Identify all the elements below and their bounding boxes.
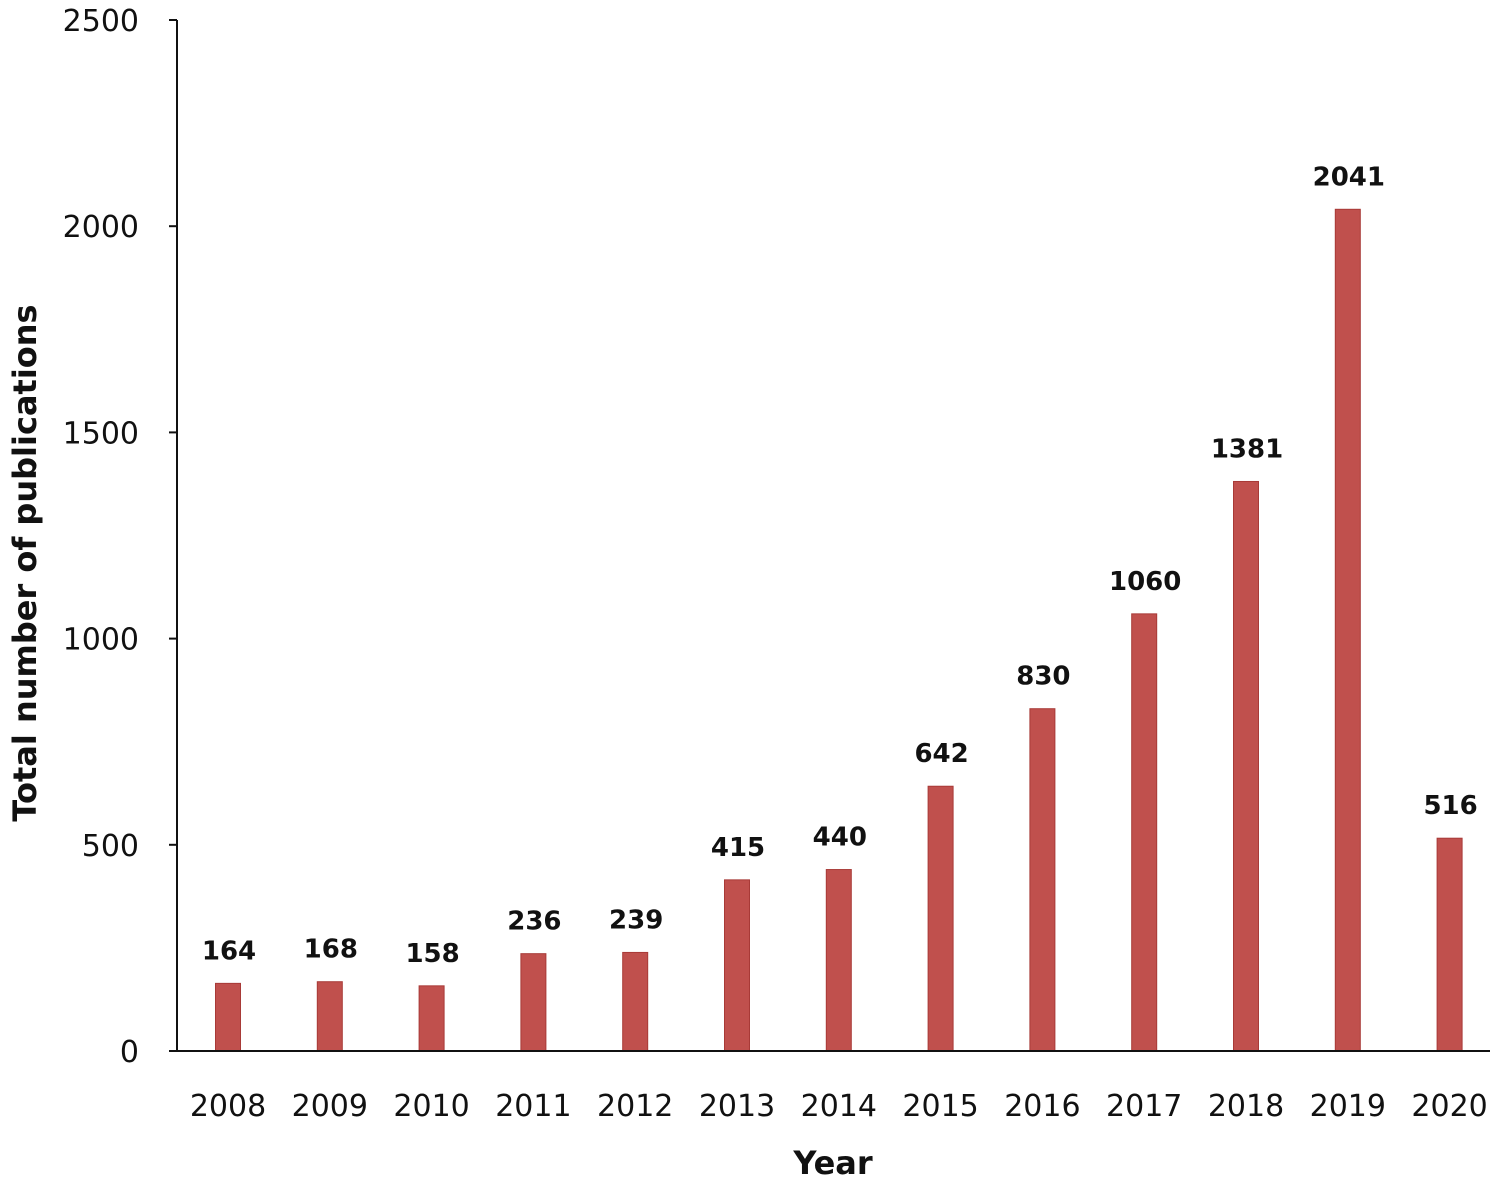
y-tick-label: 1000 (63, 623, 139, 658)
x-tick-label-2011: 2011 (495, 1089, 571, 1124)
data-label-2010: 158 (405, 939, 459, 969)
bar-2010 (418, 985, 445, 1052)
data-label-2019: 2041 (1313, 162, 1385, 192)
bar-2020 (1436, 837, 1463, 1052)
data-label-2012: 239 (609, 905, 663, 935)
y-tick-label: 0 (120, 1035, 139, 1070)
bars (215, 208, 1463, 1052)
data-label-2016: 830 (1016, 662, 1070, 692)
data-label-2009: 168 (304, 935, 358, 965)
bar-2014 (825, 869, 852, 1052)
bar-2013 (724, 879, 750, 1052)
bar-2011 (520, 953, 547, 1052)
x-tick-label-2019: 2019 (1310, 1089, 1386, 1124)
bar-2018 (1233, 480, 1259, 1052)
x-tick-label-2009: 2009 (292, 1089, 368, 1124)
y-axis-ticks: 0 500 1000 1500 2000 2500 (63, 4, 177, 1070)
bar-2012 (622, 951, 649, 1052)
bar-2008 (215, 982, 241, 1052)
y-axis-title: Total number of publications (6, 304, 44, 821)
x-tick-label-2018: 2018 (1208, 1089, 1284, 1124)
x-tick-label-2017: 2017 (1106, 1089, 1182, 1124)
x-tick-label-2008: 2008 (190, 1089, 266, 1124)
x-tick-label-2010: 2010 (393, 1089, 469, 1124)
data-label-2011: 236 (507, 907, 561, 937)
data-label-2017: 1060 (1109, 567, 1181, 597)
x-tick-label-2016: 2016 (1004, 1089, 1080, 1124)
x-axis-tick-labels: 2008 2009 2010 2011 2012 2013 2014 2015 2016 2017… (190, 1089, 1488, 1124)
bar-2015 (927, 785, 954, 1052)
bar-2017 (1131, 613, 1158, 1052)
x-tick-label-2014: 2014 (801, 1089, 877, 1124)
bar-2019 (1334, 208, 1361, 1052)
data-label-2008: 164 (202, 936, 256, 966)
bar-2016 (1029, 708, 1056, 1052)
y-tick-label: 2000 (63, 210, 139, 245)
data-label-2013: 415 (711, 833, 765, 863)
data-labels: 164 168 158 236 239 415 440 642 830 1060 1381 2041 5… (202, 162, 1478, 969)
data-label-2015: 642 (914, 739, 968, 769)
x-tick-label-2020: 2020 (1411, 1089, 1487, 1124)
data-label-2018: 1381 (1211, 434, 1283, 464)
data-label-2014: 440 (813, 823, 867, 853)
y-tick-label: 500 (82, 829, 139, 864)
y-tick-label: 2500 (63, 4, 139, 39)
bar-2009 (316, 981, 343, 1052)
x-tick-label-2015: 2015 (902, 1089, 978, 1124)
data-label-2020: 516 (1423, 791, 1477, 821)
x-tick-label-2012: 2012 (597, 1089, 673, 1124)
y-tick-label: 1500 (63, 416, 139, 451)
x-tick-label-2013: 2013 (699, 1089, 775, 1124)
x-axis-title: Year (792, 1144, 873, 1182)
